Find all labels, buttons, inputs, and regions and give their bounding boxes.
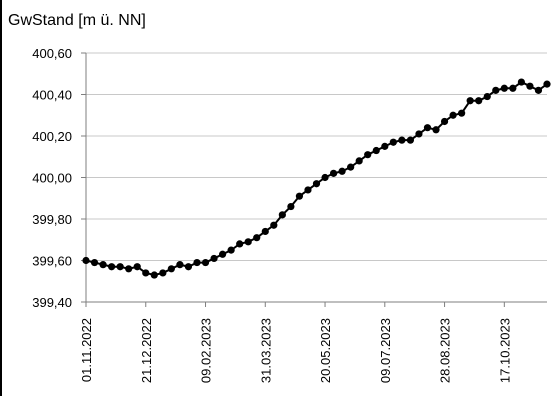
data-point — [159, 269, 167, 277]
data-point — [329, 169, 338, 177]
data-point — [201, 258, 210, 267]
data-point — [517, 78, 525, 86]
data-point — [184, 263, 193, 271]
data-point — [321, 173, 329, 182]
data-point — [210, 254, 218, 263]
data-point — [116, 263, 124, 271]
data-point — [295, 192, 304, 200]
data-point — [500, 84, 508, 92]
data-point — [398, 136, 406, 144]
data-point — [364, 151, 372, 159]
data-point — [483, 92, 491, 101]
grid-layer — [86, 52, 547, 303]
data-point — [449, 111, 457, 119]
y-tick-label: 400,40 — [32, 88, 72, 103]
data-point — [415, 130, 423, 138]
data-point — [312, 180, 321, 188]
data-point — [236, 240, 244, 248]
data-point — [423, 124, 432, 132]
x-tick-label: 20.05.2023 — [318, 318, 333, 383]
data-point — [99, 261, 107, 269]
data-point — [108, 263, 116, 271]
x-tick-label: 09.02.2023 — [199, 318, 214, 383]
y-tick-label: 399,60 — [32, 254, 72, 269]
data-point — [440, 117, 449, 126]
data-point — [355, 157, 363, 165]
data-point — [244, 238, 252, 246]
x-tick-label: 21.12.2022 — [139, 318, 154, 383]
chart-title: GwStand [m ü. NN] — [8, 12, 146, 29]
data-point — [193, 258, 201, 267]
data-point — [526, 82, 534, 90]
data-point — [227, 246, 235, 254]
data-point — [406, 136, 415, 144]
x-tick-label: 09.07.2023 — [378, 318, 393, 383]
data-point — [534, 86, 543, 94]
data-point — [90, 258, 99, 267]
data-point — [475, 97, 483, 105]
data-point — [261, 227, 269, 236]
data-point — [458, 109, 466, 117]
data-point — [176, 261, 184, 269]
data-point — [543, 80, 551, 88]
y-tick-label: 399,80 — [32, 212, 72, 227]
data-point — [82, 256, 90, 265]
series-line — [85, 81, 548, 277]
y-tick-label: 400,00 — [32, 171, 72, 186]
data-point — [338, 167, 346, 175]
data-point — [432, 126, 440, 134]
data-point — [466, 97, 474, 105]
data-point — [125, 265, 133, 273]
data-point — [133, 263, 141, 271]
data-point — [372, 146, 380, 155]
data-point — [142, 269, 150, 277]
data-point — [218, 250, 227, 258]
data-points-layer — [82, 78, 551, 279]
tick-label-layer: 399,40 399,60 399,80 400,00 400,20 400,40 400,… — [32, 46, 512, 383]
data-point — [167, 265, 175, 273]
data-point — [304, 186, 312, 194]
y-tick-label: 400,20 — [32, 129, 72, 144]
data-point — [278, 211, 286, 219]
x-tick-label: 28.08.2023 — [438, 318, 453, 383]
data-point — [270, 221, 278, 229]
data-point — [287, 202, 295, 211]
y-tick-label: 399,40 — [32, 295, 72, 310]
x-tick-label: 31.03.2023 — [258, 318, 273, 383]
data-point — [253, 234, 261, 242]
data-point — [509, 84, 517, 92]
y-tick-label: 400,60 — [32, 46, 72, 61]
data-point — [381, 142, 389, 150]
data-point — [150, 271, 158, 279]
data-point — [492, 86, 500, 94]
series-layer — [85, 81, 548, 277]
x-tick-label: 17.10.2023 — [497, 318, 512, 383]
x-tick-label: 01.11.2022 — [79, 318, 94, 382]
data-point — [389, 138, 397, 146]
data-point — [347, 163, 355, 171]
axis-layer — [81, 52, 547, 307]
